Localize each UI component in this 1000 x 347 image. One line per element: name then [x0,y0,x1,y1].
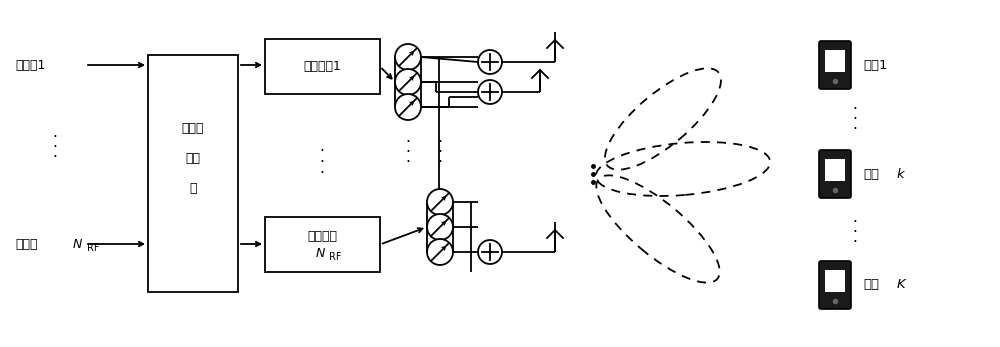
Text: ·: · [53,139,57,154]
Bar [825,50,845,72]
Text: ·: · [53,150,57,164]
Circle shape [478,80,502,104]
Circle shape [395,69,421,95]
Text: 数据流: 数据流 [15,237,38,251]
Text: $k$: $k$ [896,167,906,181]
Text: ·: · [853,121,857,136]
Text: $N$: $N$ [72,237,83,251]
Circle shape [478,50,502,74]
Text: ·: · [438,144,442,160]
Circle shape [427,214,453,240]
FancyBboxPatch shape [819,41,851,89]
Text: ·: · [406,135,410,150]
Text: 形: 形 [189,182,197,195]
Text: ·: · [438,135,442,150]
Text: 用户: 用户 [863,279,879,291]
Text: 数据流1: 数据流1 [15,59,45,71]
Text: $N$: $N$ [315,247,326,260]
Bar [825,159,845,181]
Bar [265,217,380,272]
Text: 射频链路: 射频链路 [308,230,338,243]
Text: ·: · [853,214,857,229]
Circle shape [427,239,453,265]
Text: ·: · [406,154,410,169]
Bar [265,39,380,94]
Circle shape [478,240,502,264]
Text: 用户: 用户 [863,168,879,180]
Text: ·: · [53,129,57,144]
FancyBboxPatch shape [819,261,851,309]
Text: ·: · [853,111,857,127]
Text: RF: RF [329,252,342,262]
Bar [825,270,845,292]
Text: 数字波: 数字波 [182,122,204,135]
Text: $K$: $K$ [896,279,908,291]
Text: 用户1: 用户1 [863,59,888,71]
Text: ·: · [320,144,324,159]
Text: ·: · [320,166,324,180]
Text: ·: · [853,102,857,117]
Text: ·: · [853,225,857,239]
Circle shape [395,94,421,120]
Text: RF: RF [87,243,100,253]
FancyBboxPatch shape [819,150,851,198]
Text: ·: · [320,154,324,169]
Text: ·: · [406,144,410,160]
Text: ·: · [853,235,857,249]
Circle shape [427,189,453,215]
Text: 射频链路1: 射频链路1 [304,60,341,73]
Text: ·: · [438,154,442,169]
Circle shape [395,44,421,70]
Text: 束成: 束成 [186,152,200,165]
Bar [148,55,238,292]
